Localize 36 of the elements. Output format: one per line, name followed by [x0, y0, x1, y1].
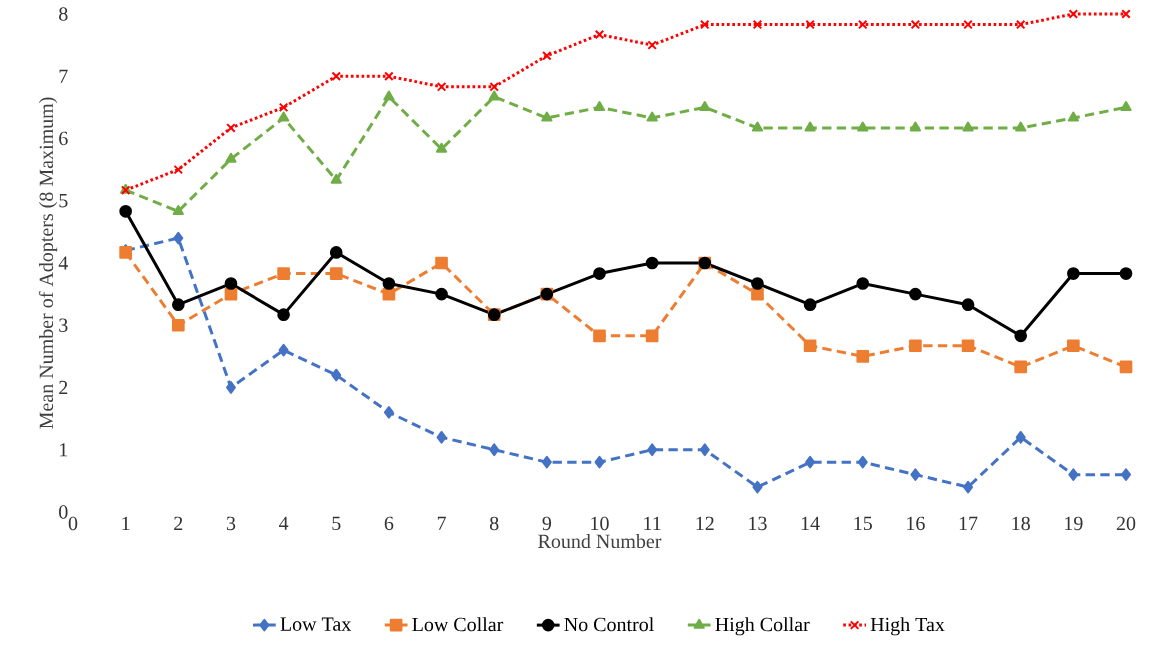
legend-label: Low Tax — [280, 617, 352, 631]
x-tick-label: 18 — [1012, 516, 1030, 531]
x-tick-label: 9 — [542, 516, 552, 531]
legend-label: High Collar — [715, 617, 810, 636]
x-tick-label: 1 — [122, 516, 130, 530]
y-tick-label: 7 — [59, 69, 68, 83]
x-tick-label: 5 — [332, 516, 341, 530]
y-tick-label: 3 — [59, 318, 68, 332]
x-axis-title: Round Number — [538, 534, 662, 549]
x-tick-label: 10 — [591, 516, 609, 531]
y-tick-label: 6 — [59, 131, 68, 146]
x-tick-label: 16 — [907, 516, 925, 531]
x-tick-label: 6 — [384, 516, 394, 531]
x-tick-label: 8 — [489, 516, 499, 531]
x-tick-label: 15 — [854, 516, 872, 531]
y-tick-label: 4 — [58, 256, 68, 270]
x-tick-label: 11 — [644, 516, 661, 530]
x-tick-label: 12 — [696, 516, 714, 530]
y-tick-label: 2 — [59, 380, 68, 395]
legend-label: Low Collar — [412, 617, 504, 632]
y-tick-label: 0 — [59, 505, 68, 519]
x-tick-label: 3 — [226, 516, 236, 531]
legend-label: No Control — [564, 617, 654, 632]
y-tick-label: 8 — [59, 7, 68, 21]
y-axis-title: Mean Number of Adopters (8 Maximum) — [38, 97, 58, 429]
x-tick-label: 4 — [279, 516, 289, 530]
x-tick-label: 17 — [959, 516, 978, 530]
y-tick-label: 5 — [59, 194, 68, 208]
x-tick-label: 19 — [1065, 516, 1083, 531]
x-tick-label: 20 — [1116, 516, 1136, 531]
y-tick-label: 1 — [60, 443, 68, 457]
x-tick-label: 13 — [749, 516, 767, 531]
x-tick-label: 2 — [174, 516, 183, 530]
legend-label: High Tax — [870, 617, 945, 636]
x-tick-label: 7 — [437, 516, 446, 530]
x-tick-label: 14 — [801, 516, 820, 530]
